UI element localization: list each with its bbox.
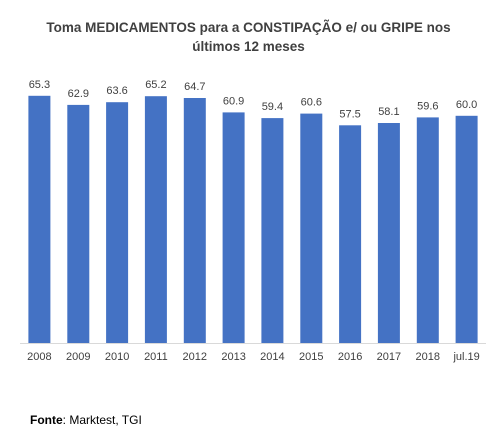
category-label-jul.19: jul.19	[452, 351, 479, 363]
value-label-2013: 60.9	[223, 95, 244, 107]
source-label: Fonte	[30, 413, 63, 427]
category-label-2014: 2014	[260, 351, 284, 363]
category-label-2012: 2012	[183, 351, 207, 363]
value-label-2014: 59.4	[262, 101, 283, 113]
category-label-2011: 2011	[144, 351, 168, 363]
bar-2010	[106, 102, 129, 343]
category-label-2017: 2017	[377, 351, 401, 363]
value-label-2018: 59.6	[417, 100, 438, 112]
bar-2012	[183, 98, 206, 343]
bar-2011	[144, 96, 167, 343]
bar-2018	[416, 117, 439, 344]
value-label-2017: 58.1	[378, 106, 399, 118]
value-label-2010: 63.6	[106, 85, 127, 97]
category-label-2008: 2008	[27, 351, 51, 363]
category-label-2018: 2018	[416, 351, 440, 363]
bar-2016	[339, 125, 362, 343]
value-label-jul.19: 60.0	[456, 99, 477, 111]
value-label-2011: 65.2	[145, 79, 166, 91]
category-label-2010: 2010	[105, 351, 129, 363]
bar-jul.19	[455, 115, 478, 343]
chart-title: Toma MEDICAMENTOS para a CONSTIPAÇÃO e/ …	[0, 18, 497, 56]
bar-2013	[222, 112, 245, 344]
bar-2014	[261, 118, 284, 343]
value-label-2016: 57.5	[339, 108, 360, 120]
bar-2017	[377, 123, 400, 343]
source-note: Fonte: Marktest, TGI	[30, 413, 142, 427]
bar-2015	[300, 113, 323, 343]
value-label-2008: 65.3	[29, 79, 50, 91]
bar-2009	[67, 104, 90, 344]
value-label-2009: 62.9	[68, 88, 89, 100]
value-label-2015: 60.6	[301, 97, 322, 109]
bar-2008	[28, 95, 51, 343]
category-label-2016: 2016	[338, 351, 362, 363]
source-text: : Marktest, TGI	[62, 413, 142, 427]
category-label-2009: 2009	[66, 351, 90, 363]
chart-title-line-1: Toma MEDICAMENTOS para a CONSTIPAÇÃO e/ …	[46, 20, 451, 35]
value-label-2012: 64.7	[184, 81, 205, 93]
chart-title-line-2: últimos 12 meses	[192, 39, 305, 54]
category-label-2015: 2015	[299, 351, 323, 363]
category-label-2013: 2013	[221, 351, 245, 363]
